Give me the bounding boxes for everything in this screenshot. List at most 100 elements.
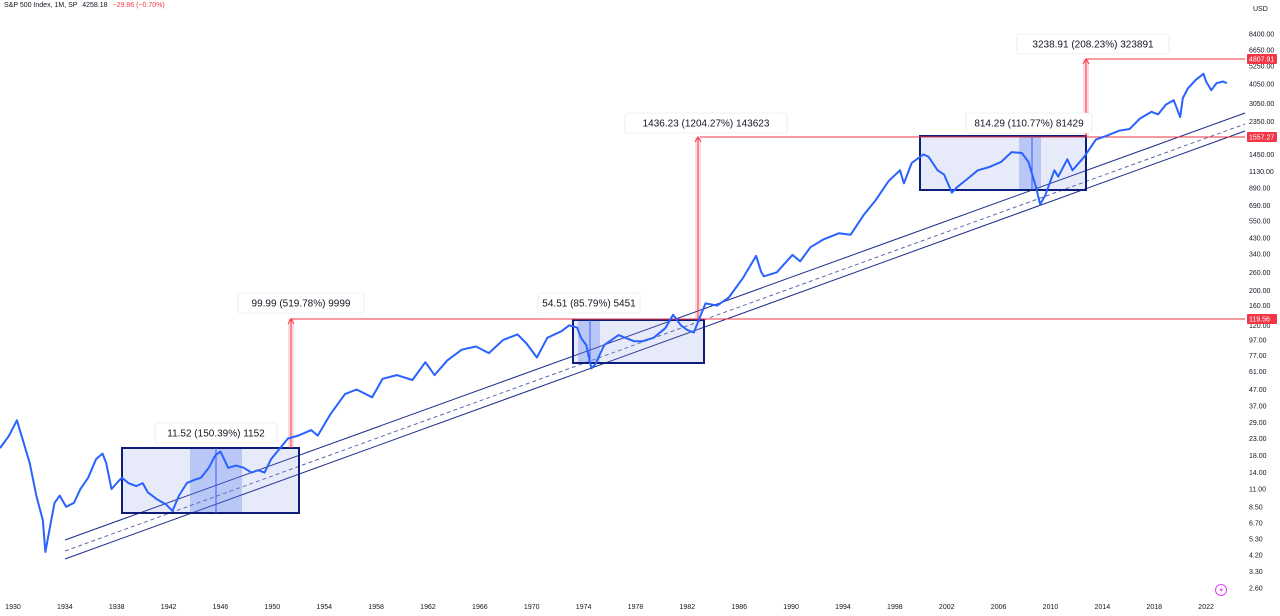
y-tick-label: 37.00 bbox=[1249, 403, 1267, 410]
currency-label: USD bbox=[1253, 6, 1268, 13]
x-tick-label: 2002 bbox=[939, 604, 955, 611]
x-tick-label: 2014 bbox=[1095, 604, 1111, 611]
x-tick-label: 2006 bbox=[991, 604, 1007, 611]
callout-box bbox=[624, 112, 788, 134]
x-tick-label: 2010 bbox=[1043, 604, 1059, 611]
symbol-title: S&P 500 Index, 1M, SP bbox=[4, 2, 78, 9]
price-change: −29.86 (−0.70%) bbox=[112, 2, 165, 9]
measure-callout: 3238.91 (208.23%) 323891 bbox=[1016, 33, 1170, 55]
callout-label: 3238.91 (208.23%) 323891 bbox=[1032, 40, 1154, 51]
measure-callout: 99.99 (519.78%) 9999 bbox=[237, 292, 365, 314]
measure-callouts: 11.52 (150.39%) 1152 99.99 (519.78%) 9999… bbox=[154, 33, 1170, 444]
arrowhead bbox=[1082, 58, 1090, 65]
price-tag-label: 4807.91 bbox=[1249, 57, 1274, 64]
y-tick-label: 3050.00 bbox=[1249, 101, 1274, 108]
y-tick-label: 8400.00 bbox=[1249, 32, 1274, 39]
arrowhead bbox=[287, 318, 295, 325]
x-tick-label: 1978 bbox=[628, 604, 644, 611]
y-tick-label: 23.00 bbox=[1249, 436, 1267, 443]
y-tick-label: 3.30 bbox=[1249, 569, 1263, 576]
x-tick-label: 1990 bbox=[783, 604, 799, 611]
channel-lower-line bbox=[64, 130, 1246, 560]
measure-callout: 1436.23 (1204.27%) 143623 bbox=[624, 112, 788, 134]
callout-box bbox=[965, 112, 1093, 134]
y-tick-label: 200.00 bbox=[1249, 288, 1271, 295]
y-tick-label: 690.00 bbox=[1249, 203, 1271, 210]
y-tick-label: 120.00 bbox=[1249, 323, 1271, 330]
x-tick-label: 1974 bbox=[576, 604, 592, 611]
y-tick-label: 8.50 bbox=[1249, 504, 1263, 511]
callout-box bbox=[1016, 33, 1170, 55]
last-price: 4258.18 bbox=[82, 2, 108, 9]
price-tag: 4807.91 bbox=[1247, 54, 1277, 64]
y-tick-label: 47.00 bbox=[1249, 387, 1267, 394]
y-tick-label: 5250.00 bbox=[1249, 64, 1274, 71]
x-tick-label: 1942 bbox=[161, 604, 177, 611]
measure-callout: 814.29 (110.77%) 81429 bbox=[965, 112, 1093, 134]
y-tick-label: 890.00 bbox=[1249, 185, 1271, 192]
price-tag-bg bbox=[1247, 314, 1277, 324]
y-tick-label: 260.00 bbox=[1249, 270, 1271, 277]
consolidation-box bbox=[121, 447, 300, 514]
y-tick-label: 4.20 bbox=[1249, 553, 1263, 560]
x-tick-label: 1954 bbox=[316, 604, 332, 611]
x-tick-label: 1930 bbox=[5, 604, 21, 611]
x-tick-label: 1982 bbox=[680, 604, 696, 611]
x-tick-label: 1962 bbox=[420, 604, 436, 611]
y-tick-label: 29.00 bbox=[1249, 420, 1267, 427]
price-tag-label: 119.56 bbox=[1249, 317, 1270, 324]
callout-label: 814.29 (110.77%) 81429 bbox=[974, 119, 1084, 130]
channel-mid-line bbox=[64, 123, 1246, 552]
x-tick-label: 1986 bbox=[731, 604, 747, 611]
x-tick-label: 1958 bbox=[368, 604, 384, 611]
y-tick-label: 340.00 bbox=[1249, 251, 1271, 258]
consolidation-highlight bbox=[578, 320, 600, 363]
measure-tools bbox=[287, 58, 1245, 448]
consolidation-boxes bbox=[121, 135, 1087, 514]
time-axis[interactable]: 1930 1934 1938 1942 1946 1950 1954 1958 1962 1966… bbox=[5, 604, 1214, 611]
sp500-price-line bbox=[0, 72, 1228, 553]
lightning-icon[interactable] bbox=[1215, 584, 1227, 596]
callout-box bbox=[154, 422, 278, 444]
consolidation-box-fill bbox=[920, 136, 1086, 190]
callout-box bbox=[237, 292, 365, 314]
y-tick-label: 77.00 bbox=[1249, 353, 1267, 360]
price-tag-bg bbox=[1247, 132, 1277, 142]
x-tick-label: 2018 bbox=[1146, 604, 1162, 611]
y-tick-label: 11.00 bbox=[1249, 487, 1266, 494]
callout-box bbox=[537, 292, 641, 314]
price-tag: 1557.27 bbox=[1247, 132, 1277, 142]
price-tag-label: 1557.27 bbox=[1249, 135, 1274, 142]
x-tick-label: 1994 bbox=[835, 604, 851, 611]
x-tick-label: 1966 bbox=[472, 604, 488, 611]
consolidation-box-fill bbox=[122, 448, 299, 513]
x-tick-label: 1934 bbox=[57, 604, 73, 611]
measure-callout: 54.51 (85.79%) 5451 bbox=[537, 292, 641, 314]
price-axis[interactable]: 8400.00 6650.00 5250.00 4050.00 3050.00 2350.… bbox=[1247, 32, 1277, 593]
y-tick-label: 160.00 bbox=[1249, 303, 1271, 310]
x-tick-label: 1950 bbox=[265, 604, 281, 611]
callout-label: 11.52 (150.39%) 1152 bbox=[167, 429, 265, 440]
arrowhead bbox=[694, 136, 702, 143]
measure-callout: 11.52 (150.39%) 1152 bbox=[154, 422, 278, 444]
consolidation-highlight bbox=[1019, 136, 1041, 190]
y-tick-label: 61.00 bbox=[1249, 369, 1267, 376]
x-tick-label: 2022 bbox=[1198, 604, 1214, 611]
y-tick-label: 4050.00 bbox=[1249, 82, 1274, 89]
x-tick-label: 1998 bbox=[887, 604, 903, 611]
y-tick-label: 430.00 bbox=[1249, 235, 1271, 242]
y-tick-label: 5.30 bbox=[1249, 537, 1263, 544]
x-tick-label: 1946 bbox=[213, 604, 229, 611]
y-tick-label: 97.00 bbox=[1249, 337, 1267, 344]
y-tick-label: 6.70 bbox=[1249, 521, 1263, 528]
y-tick-label: 6650.00 bbox=[1249, 48, 1274, 55]
x-tick-label: 1938 bbox=[109, 604, 125, 611]
consolidation-box bbox=[572, 319, 705, 364]
consolidation-box bbox=[919, 135, 1087, 191]
price-tag: 119.56 bbox=[1247, 314, 1277, 324]
y-tick-label: 18.00 bbox=[1249, 453, 1267, 460]
y-tick-label: 1130.00 bbox=[1249, 169, 1274, 176]
callout-label: 54.51 (85.79%) 5451 bbox=[542, 299, 636, 310]
callout-label: 99.99 (519.78%) 9999 bbox=[252, 299, 351, 310]
